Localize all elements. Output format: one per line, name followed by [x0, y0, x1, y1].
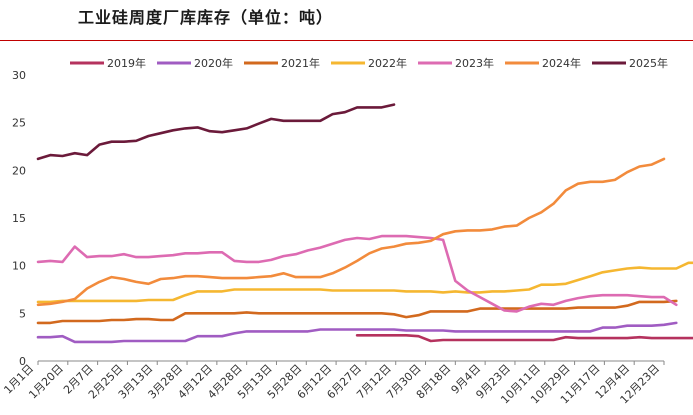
series-line-2020年 — [36, 321, 678, 344]
y-tick-label: 20 — [12, 164, 26, 177]
series-lines — [36, 103, 693, 344]
legend-label: 2021年 — [281, 56, 320, 70]
title-divider — [0, 40, 693, 41]
y-axis: 0 5 10 15 20 25 30 — [12, 69, 26, 368]
y-tick-label: 25 — [12, 117, 26, 130]
series-line-2025年 — [36, 103, 396, 161]
legend-label: 2022年 — [368, 56, 407, 70]
legend-label: 2019年 — [107, 56, 146, 70]
y-tick-label: 10 — [12, 260, 26, 273]
series-line-2019年 — [355, 333, 693, 343]
y-tick-label: 15 — [12, 212, 26, 225]
series-line-2023年 — [36, 234, 678, 313]
y-tick-label: 5 — [19, 307, 26, 320]
y-tick-label: 0 — [19, 355, 26, 368]
series-line-2021年 — [36, 299, 678, 325]
legend-label: 2025年 — [629, 56, 668, 70]
y-tick-label: 30 — [12, 69, 26, 82]
legend-label: 2020年 — [194, 56, 233, 70]
chart-title: 工业硅周度厂库库存（单位：吨） — [78, 8, 334, 27]
series-line-2024年 — [36, 157, 666, 307]
legend-label: 2023年 — [455, 56, 494, 70]
series-line-2022年 — [36, 261, 693, 304]
x-axis: 1月1日1月20日2月7日2月25日3月13日3月28日4月12日4月28日5月… — [1, 360, 665, 406]
legend: 2019年 2020年 2021年 2022年 2023年 2024年 2025年 — [70, 56, 668, 70]
legend-label: 2024年 — [542, 56, 581, 70]
